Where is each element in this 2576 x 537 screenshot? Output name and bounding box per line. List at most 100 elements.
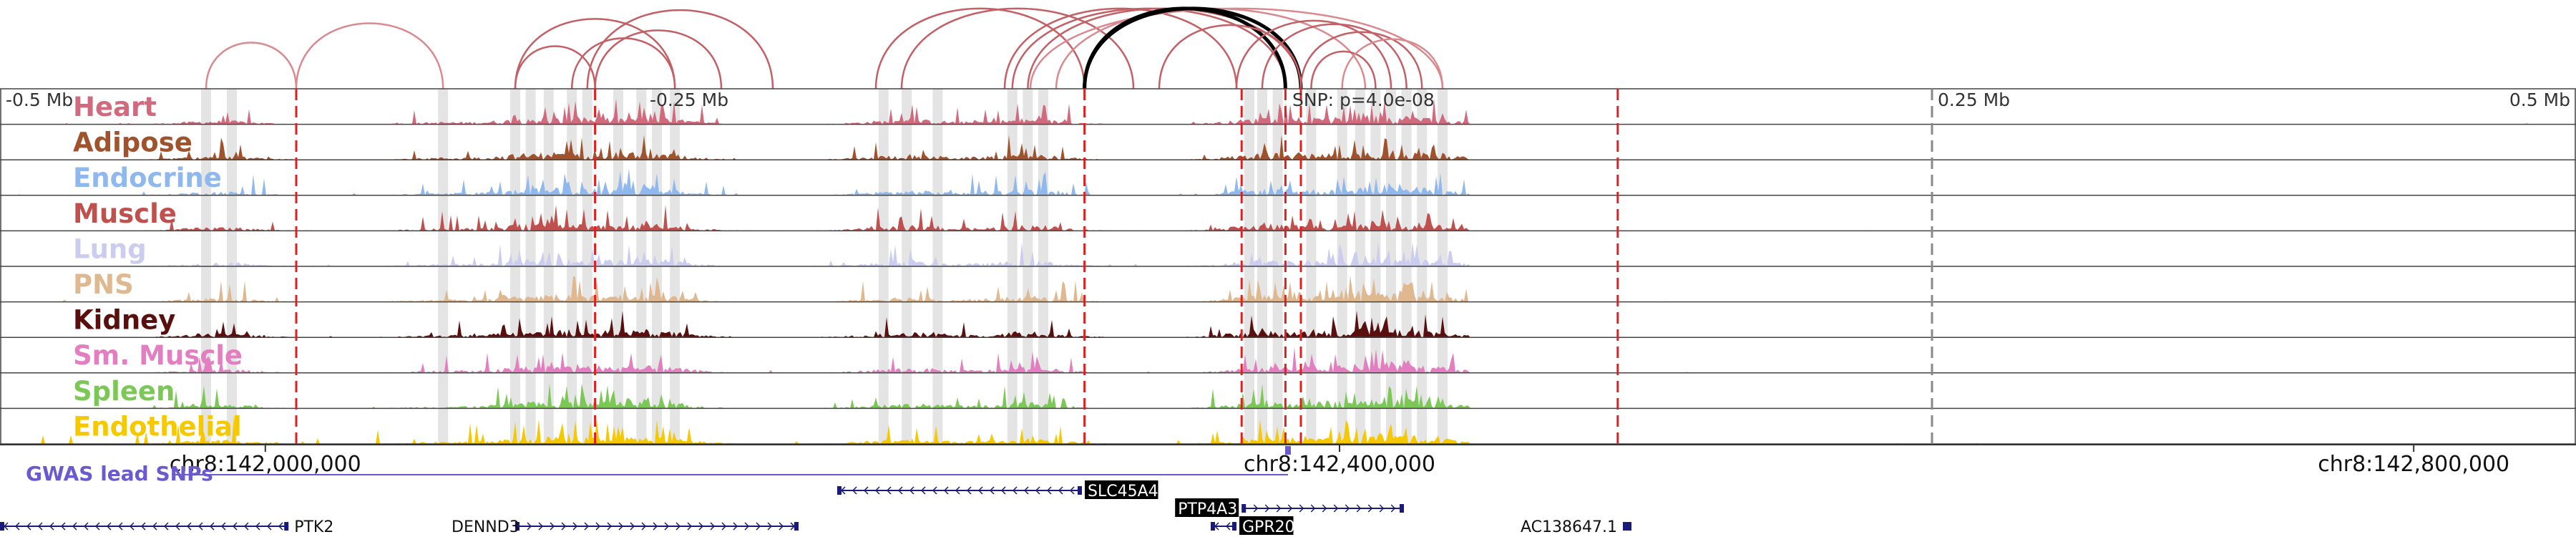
strand-arrow: [1287, 504, 1293, 513]
strand-arrow: [538, 522, 544, 531]
signal-area: [0, 98, 2576, 125]
gene-label: PTP4A3: [1178, 500, 1237, 518]
strand-arrow: [721, 522, 727, 531]
loop-arc: [594, 29, 723, 90]
signal-tracks: [0, 88, 2576, 445]
strand-arrow: [175, 522, 180, 531]
strand-arrow: [909, 486, 914, 495]
gene-slc45a4: SLC45A4: [837, 480, 1158, 500]
strand-arrow: [49, 522, 54, 531]
loop-arc: [1299, 31, 1423, 90]
strand-arrow: [209, 522, 215, 531]
axis-label: 0.5 Mb: [2509, 90, 2570, 110]
exon: [1232, 522, 1236, 531]
strand-arrow: [1322, 504, 1327, 513]
strand-arrow: [1012, 486, 1018, 495]
marker-lines: [295, 89, 1933, 444]
strand-arrow: [1058, 486, 1063, 495]
track-lung: [0, 241, 2576, 267]
axis-label: 0.25 Mb: [1938, 90, 2010, 110]
track-label: Muscle: [73, 198, 177, 229]
strand-arrow: [955, 486, 960, 495]
strand-arrow: [163, 522, 169, 531]
strand-arrow: [550, 522, 555, 531]
strand-arrow: [943, 486, 949, 495]
strand-arrow: [1046, 486, 1052, 495]
gene-ptp4a3: PTP4A3: [1175, 498, 1404, 518]
strand-arrow: [1000, 486, 1006, 495]
signal-area: [0, 241, 2576, 266]
exon: [515, 522, 519, 531]
snp-pvalue-label: SNP: p=4.0e-08: [1292, 90, 1435, 110]
strand-arrow: [94, 522, 100, 531]
track-label: Sm. Muscle: [73, 340, 243, 371]
strand-arrow: [220, 522, 226, 531]
strand-arrow: [756, 522, 761, 531]
strand-arrow: [920, 486, 926, 495]
coordinate-label: chr8:142,400,000: [1244, 452, 1435, 477]
exon: [1400, 504, 1404, 513]
signal-area: [0, 205, 2576, 231]
strand-arrow: [232, 522, 238, 531]
loop-arc: [1029, 7, 1444, 90]
strand-arrow: [255, 522, 260, 531]
track-kidney: [0, 311, 2576, 338]
gene-label: GPR20: [1242, 518, 1295, 536]
track-label: Kidney: [73, 305, 175, 336]
exon: [1211, 522, 1215, 531]
exon: [284, 522, 289, 531]
track-label: Adipose: [73, 127, 192, 158]
strand-arrow: [1390, 504, 1396, 513]
strand-arrow: [630, 522, 635, 531]
strand-arrow: [874, 486, 880, 495]
strand-arrow: [653, 522, 658, 531]
axis-label: -0.5 Mb: [6, 90, 73, 110]
exon: [1623, 522, 1627, 531]
strand-arrow: [675, 522, 681, 531]
track-label: Heart: [73, 92, 157, 122]
track-muscle: [0, 205, 2576, 232]
strand-arrow: [744, 522, 750, 531]
chromatin-loops: [205, 6, 1444, 90]
strand-arrow: [1356, 504, 1362, 513]
strand-arrow: [37, 522, 43, 531]
strand-arrow: [607, 522, 613, 531]
strand-arrow: [966, 486, 972, 495]
strand-arrow: [1253, 504, 1259, 513]
signal-area: [0, 311, 2576, 338]
strand-arrow: [1333, 504, 1339, 513]
signal-area: [0, 168, 2576, 195]
track-endocrine: [0, 168, 2576, 196]
strand-arrow: [1035, 486, 1040, 495]
gwas-lead-snps-label: GWAS lead SNPs: [26, 462, 213, 485]
strand-arrow: [572, 522, 578, 531]
gene-dennd3: DENND3: [452, 518, 799, 536]
strand-arrow: [1345, 504, 1350, 513]
strand-arrow: [1264, 504, 1270, 513]
strand-arrow: [698, 522, 704, 531]
strand-arrow: [1023, 486, 1029, 495]
track-labels: Heart Adipose Endocrine Muscle Lung PNS Kidney…: [73, 92, 243, 442]
gwas-track: GWAS lead SNPs: [26, 446, 1291, 485]
gene-label: SLC45A4: [1088, 483, 1158, 500]
strand-arrow: [561, 522, 567, 531]
signal-area: [0, 347, 2576, 373]
strand-arrow: [152, 522, 157, 531]
strand-arrow: [83, 522, 89, 531]
strand-arrow: [243, 522, 249, 531]
strand-arrow: [733, 522, 738, 531]
strand-arrow: [767, 522, 773, 531]
strand-arrow: [852, 486, 857, 495]
track-label: PNS: [73, 269, 134, 300]
strand-arrow: [60, 522, 66, 531]
strand-arrow: [1367, 504, 1373, 513]
gene-label: DENND3: [452, 518, 519, 536]
strand-arrow: [989, 486, 995, 495]
strand-arrow: [1225, 522, 1231, 531]
signal-area: [0, 135, 2576, 160]
strand-arrow: [897, 486, 903, 495]
coordinate-label: chr8:142,800,000: [2318, 452, 2509, 477]
loop-arc: [1158, 24, 1302, 90]
strand-arrow: [932, 486, 937, 495]
exon: [837, 486, 841, 495]
